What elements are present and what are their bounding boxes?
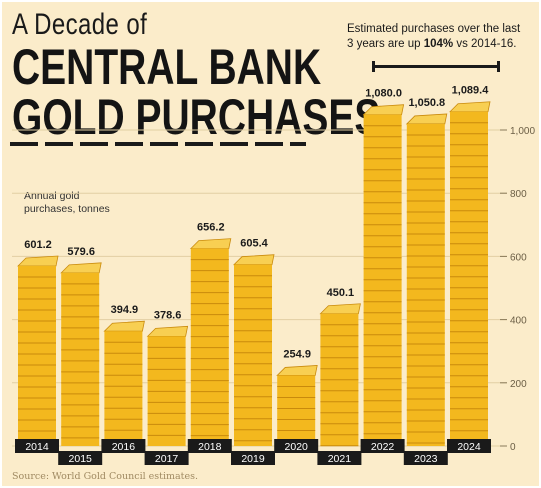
- y-tick-label: 600: [510, 252, 527, 263]
- x-tick-label: 2023: [414, 453, 438, 465]
- bracket-marker: [372, 61, 500, 72]
- value-label: 656.2: [197, 222, 225, 234]
- x-tick-label: 2022: [371, 441, 395, 453]
- bar-2018: [189, 238, 232, 446]
- value-label: 1,080.0: [365, 88, 402, 100]
- y-tick-label: 800: [510, 189, 527, 200]
- bar-top: [319, 303, 361, 315]
- value-label: 1,050.8: [408, 97, 445, 109]
- bar-body: [61, 272, 100, 446]
- value-label: 579.6: [67, 246, 95, 258]
- year-tab: [317, 451, 362, 465]
- year-tab: [231, 451, 275, 465]
- value-label: 450.1: [327, 287, 355, 299]
- y-tick-label: 0: [510, 442, 516, 453]
- annotation-text-part: vs 2014-16.: [453, 38, 517, 50]
- bar-top: [146, 325, 189, 337]
- title-underline-divider: [10, 142, 306, 146]
- value-label: 1,089.4: [452, 85, 490, 97]
- bar-2024: [449, 101, 491, 446]
- bar-2020: [276, 365, 318, 446]
- title-line-1: A Decade of: [12, 8, 148, 41]
- value-label: 605.4: [240, 238, 268, 250]
- year-tab: [274, 439, 319, 453]
- bar-body: [234, 264, 272, 446]
- bar-top: [17, 255, 59, 267]
- bar-body: [450, 111, 488, 446]
- bar-top: [276, 365, 318, 376]
- year-tab: [15, 439, 59, 453]
- year-tab: [101, 439, 146, 453]
- year-tab: [360, 439, 405, 453]
- x-tick-label: 2017: [155, 453, 179, 465]
- bar-2016: [103, 320, 145, 446]
- value-label: 601.2: [24, 239, 52, 251]
- bar-top: [189, 238, 232, 250]
- value-label: 378.6: [154, 309, 182, 321]
- bar-2019: [233, 254, 275, 446]
- x-tick-label: 2019: [241, 453, 265, 465]
- bar-body: [104, 331, 143, 446]
- y-tick-label: 200: [510, 379, 527, 390]
- x-tick-label: 2021: [328, 453, 352, 465]
- bar-top: [449, 101, 491, 113]
- year-tab: [58, 451, 103, 465]
- title-line-3: GOLD PURCHASES: [12, 89, 381, 145]
- x-tick-label: 2020: [285, 441, 309, 453]
- x-tick-label: 2024: [457, 441, 481, 453]
- year-tab: [144, 451, 189, 465]
- bar-2017: [146, 325, 189, 446]
- bar-body: [18, 266, 56, 446]
- bar-body: [406, 123, 445, 446]
- annotation-highlight: 104%: [423, 38, 454, 50]
- y-tick-label: 400: [510, 316, 527, 327]
- y-tick-label: 1,000: [510, 126, 535, 137]
- title-line-2: CENTRAL BANK: [12, 39, 322, 95]
- value-label: 394.9: [111, 304, 139, 316]
- bar-2023: [405, 113, 448, 446]
- bar-2014: [17, 255, 59, 446]
- bar-2015: [60, 262, 102, 446]
- annotation-text-part: Estimated purchases over the last 3 year…: [347, 23, 521, 50]
- year-tab: [447, 439, 491, 453]
- x-tick-label: 2015: [69, 453, 93, 465]
- bar-body: [277, 375, 316, 446]
- annotation-text: Estimated purchases over the last 3 year…: [347, 22, 527, 52]
- year-tab: [403, 451, 448, 465]
- bar-top: [405, 113, 448, 125]
- bar-top: [362, 104, 405, 116]
- bar-2021: [319, 303, 361, 447]
- source-note: Source: World Gold Council estimates.: [12, 471, 199, 482]
- bar-top: [60, 262, 102, 274]
- year-tab: [187, 439, 232, 453]
- value-label: 254.9: [283, 348, 311, 360]
- bar-2022: [362, 104, 405, 446]
- x-tick-label: 2014: [25, 441, 49, 453]
- bar-body: [363, 114, 402, 446]
- x-tick-label: 2016: [112, 441, 136, 453]
- x-tick-label: 2018: [198, 441, 222, 453]
- bar-top: [103, 320, 145, 332]
